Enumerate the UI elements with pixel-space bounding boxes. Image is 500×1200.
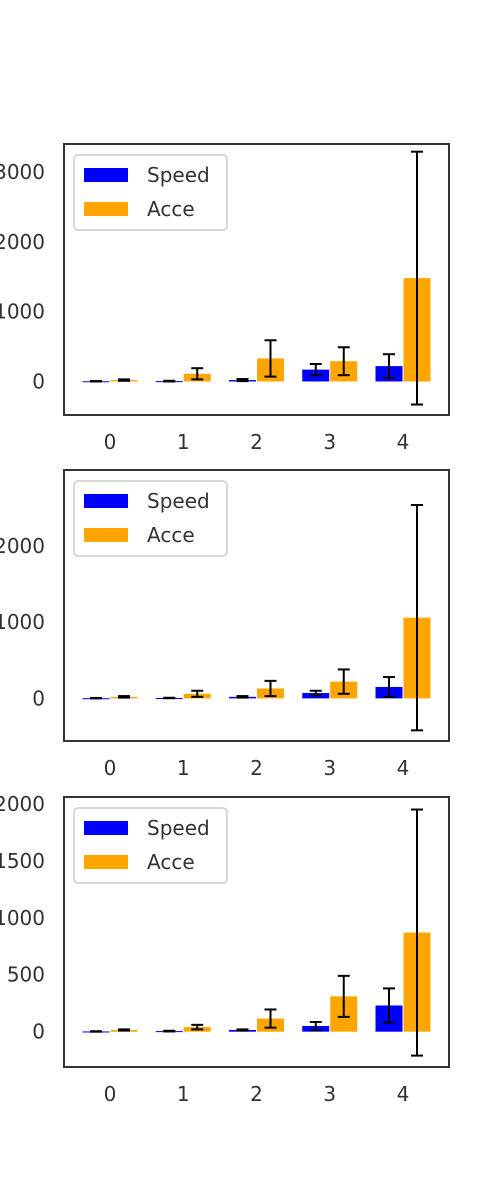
x-tick-label: 3 — [323, 430, 336, 454]
y-tick-label: 2000 — [0, 792, 45, 816]
x-tick-label: 1 — [177, 1082, 190, 1106]
panel-3: 0 1 2 3 4 0 500 1000 1500 2000 Speed Acce — [0, 792, 450, 1106]
acce-legend-label: Acce — [147, 523, 195, 547]
acce-legend-swatch — [84, 528, 128, 542]
x-tick-label: 2 — [250, 1082, 263, 1106]
speed-legend-label: Speed — [147, 816, 210, 840]
x-tick-label: 3 — [323, 1082, 336, 1106]
y-tick-label: 2000 — [0, 230, 45, 254]
y-tick-label: 1500 — [0, 849, 45, 873]
axes-frame — [63, 796, 450, 1068]
acce-legend-swatch — [84, 202, 128, 216]
acce-legend-swatch — [84, 855, 128, 869]
speed-legend-swatch — [84, 821, 128, 835]
y-tick-label: 3000 — [0, 160, 45, 184]
y-tick-label: 1000 — [0, 906, 45, 930]
x-tick-label: 1 — [177, 756, 190, 780]
x-tick-label: 3 — [323, 756, 336, 780]
x-tick-label: 1 — [177, 430, 190, 454]
speed-legend-label: Speed — [147, 163, 210, 187]
x-tick-label: 4 — [397, 430, 410, 454]
x-tick-label: 2 — [250, 430, 263, 454]
x-tick-label: 0 — [104, 430, 117, 454]
panel-1: 0 1 2 3 4 0 1000 2000 3000 Speed Acce — [0, 143, 450, 454]
acce-legend-label: Acce — [147, 850, 195, 874]
acce-legend-label: Acce — [147, 197, 195, 221]
axes-frame — [63, 469, 450, 742]
x-tick-label: 0 — [104, 1082, 117, 1106]
axes-frame — [63, 143, 450, 416]
speed-legend-swatch — [84, 168, 128, 182]
y-tick-label: 2000 — [0, 534, 45, 558]
y-tick-label: 1000 — [0, 610, 45, 634]
x-tick-label: 0 — [104, 756, 117, 780]
x-tick-label: 4 — [397, 1082, 410, 1106]
speed-legend-label: Speed — [147, 489, 210, 513]
panel-2: 0 1 2 3 4 0 1000 2000 Speed Acce — [0, 469, 450, 780]
x-tick-label: 2 — [250, 756, 263, 780]
y-tick-label: 0 — [32, 1020, 45, 1044]
y-tick-label: 0 — [32, 686, 45, 710]
speed-legend-swatch — [84, 494, 128, 508]
y-tick-label: 500 — [7, 963, 45, 987]
y-tick-label: 0 — [32, 369, 45, 393]
x-tick-label: 4 — [397, 756, 410, 780]
y-tick-label: 1000 — [0, 300, 45, 324]
